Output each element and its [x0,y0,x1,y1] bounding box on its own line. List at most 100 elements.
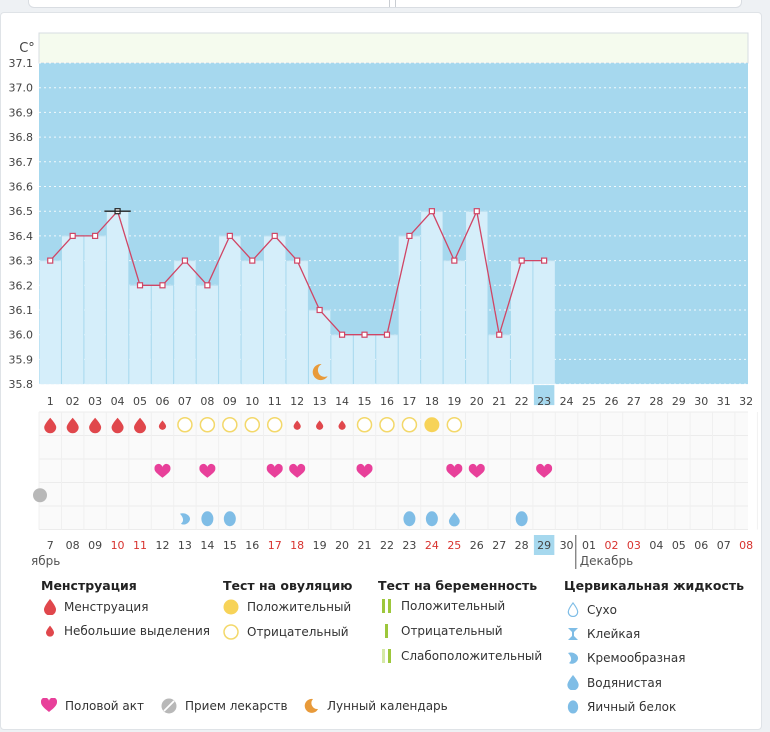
date-label: 29 [537,539,551,552]
date-label: 11 [133,539,147,552]
heart-icon [536,463,553,478]
legend-pregnancy-positive: Положительный [381,599,505,613]
cycle-day-label: 26 [604,395,618,408]
cycle-day-label: 10 [245,395,259,408]
legend-menstruation-title: Менструация [41,578,137,593]
legend-label: Кремообразная [587,651,686,665]
date-label: 13 [178,539,192,552]
y-tick-label: 36.5 [9,205,34,218]
bbt-chart: 37.1 37.0 36.9 36.8 36.7 36.6 36.5 36.4 36.3 36.2… [9,32,758,569]
egg-white-icon [223,511,236,527]
ovulation-positive [424,417,440,433]
date-label: 02 [604,539,618,552]
y-axis-label: C° [19,41,35,56]
dry-drop-icon [567,602,579,617]
month-right-label: Декабрь [580,554,633,568]
cycle-day-label: 28 [649,395,663,408]
heart-icon [154,463,171,478]
cycle-day-label: 11 [268,395,282,408]
date-label: 01 [582,539,596,552]
legend-mucus-egg: Яичный белок [567,699,676,714]
moon-icon [312,364,328,381]
y-tick-label: 35.8 [9,378,34,391]
date-label: 10 [111,539,125,552]
date-label: 03 [627,539,641,552]
date-label: 21 [358,539,372,552]
top-tab-bar [28,0,742,8]
plot-top-area [38,32,749,64]
date-label: 7 [47,539,54,552]
cycle-day-label: 02 [66,395,80,408]
temperature-point [473,208,480,215]
legend-label: Менструация [64,600,149,614]
cycle-day-label: 24 [560,395,574,408]
temperature-bar [106,211,129,385]
y-tick-label: 36.9 [9,106,34,119]
ovulation-negative [244,417,261,433]
menstruation-drop [44,417,57,434]
temperature-bar [129,285,151,385]
menstruation-drop [293,420,301,430]
legend-mucus-watery: Водянистая [567,675,662,690]
temperature-point [338,331,346,338]
legend-label: Водянистая [587,675,662,690]
ovulation-negative [199,417,216,433]
legend-medication: Прием лекарств [161,698,288,714]
legend-menstruation: Менструация [44,599,148,615]
cycle-day-label: 21 [492,395,506,408]
legend-pregnancy-negative: Отрицательный [381,624,503,638]
legend-label: Прием лекарств [185,699,288,713]
date-label: 17 [268,539,282,552]
cycle-day-label: 29 [672,395,686,408]
cycle-day-label: 32 [739,395,753,408]
moon-icon [304,698,318,713]
cycle-day-label: 25 [582,395,596,408]
y-tick-label: 36.0 [9,329,34,342]
legend-label: Лунный календарь [327,699,448,713]
watery-icon [448,512,460,527]
pill-icon [33,488,47,503]
date-label: 07 [717,539,731,552]
cycle-day-label: 23 [537,395,551,408]
cycle-day-label: 04 [111,395,125,408]
temperature-point [249,257,256,264]
double-line-icon [382,599,391,613]
month-left-label: ябрь [31,554,60,568]
temperature-bar [488,334,510,385]
legend-mucus-creamy: Кремообразная [567,651,685,665]
cycle-day-label: 15 [358,395,372,408]
heart-icon [356,463,373,478]
sun-filled-icon [223,599,239,615]
date-highlight-cell [533,535,555,555]
temperature-point [69,232,76,239]
menstruation-drop [134,417,147,434]
y-tick-label: 36.4 [9,230,34,243]
ovulation-negative [266,417,283,433]
date-label: 27 [492,539,506,552]
temperature-point [47,257,54,264]
temperature-point [294,257,301,264]
cycle-day-label: 12 [290,395,304,408]
cycle-day-label: 30 [694,395,708,408]
temperature-point [181,257,189,264]
legend-ovulation-title: Тест на овуляцию [223,578,353,593]
menstruation-drop [66,417,79,434]
legend-intercourse: Половой акт [41,698,144,713]
date-label: 25 [447,539,461,552]
date-label: 12 [155,539,169,552]
cycle-day-label: 03 [88,395,102,408]
cycle-day-label: 22 [515,395,529,408]
y-tick-label: 35.9 [9,353,34,366]
ovulation-negative [401,417,418,433]
legend-mucus-dry: Сухо [567,602,617,617]
heart-icon [289,463,306,478]
temperature-point [428,208,435,215]
creamy-icon [179,513,191,525]
bbt-chart-card: 37.1 37.0 36.9 36.8 36.7 36.6 36.5 36.4 36.3 36.2… [0,12,762,730]
creamy-icon [568,652,579,664]
legend-mucus-title: Цервикальная жидкость [564,578,745,593]
temperature-point [518,257,525,264]
date-label: 22 [380,539,394,552]
temperature-bar [466,211,488,385]
temperature-point [226,232,233,239]
